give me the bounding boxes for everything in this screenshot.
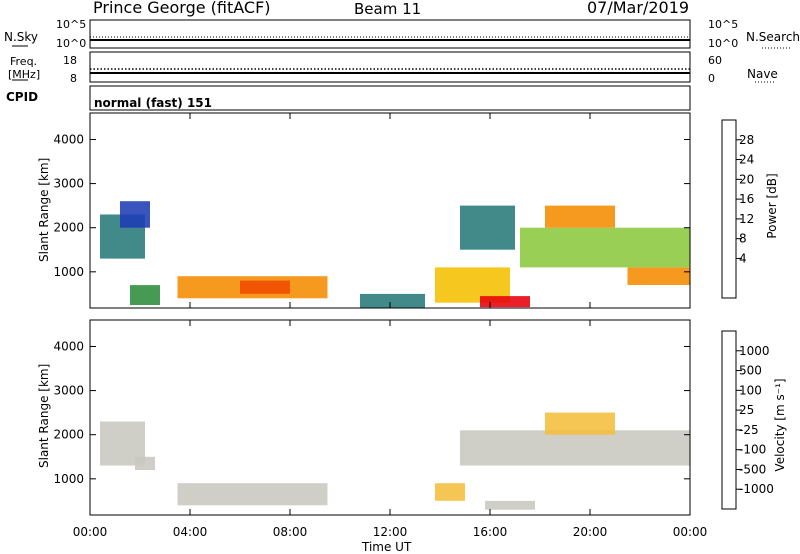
x-tick-label: 12:00 bbox=[373, 525, 408, 539]
velocity-scale-tick-label: -500 bbox=[739, 462, 766, 476]
velocity-scale-tick-label: 1000 bbox=[739, 344, 770, 358]
y-tick-label: 4000 bbox=[53, 339, 84, 353]
freq-unit-label: [MHz] bbox=[8, 68, 41, 81]
noise-tick-high-left: 10^5 bbox=[56, 18, 87, 31]
power-echo-region bbox=[130, 285, 160, 305]
cpid-panel-frame bbox=[89, 85, 691, 111]
velocity-echo-region bbox=[485, 500, 535, 510]
date-title: 07/Mar/2019 bbox=[587, 0, 690, 17]
velocity-scale-tick-label: 500 bbox=[739, 364, 762, 378]
x-tick-label: 04:00 bbox=[173, 525, 208, 539]
x-tick-label: 08:00 bbox=[273, 525, 308, 539]
velocity-scale-tick-label: -1000 bbox=[739, 482, 774, 496]
y-tick-label: 1000 bbox=[53, 265, 84, 279]
velocity-echo-region bbox=[177, 483, 328, 506]
power-echo-region bbox=[545, 205, 615, 228]
x-tick-label: 00:00 bbox=[73, 525, 108, 539]
y-tick-label: 1000 bbox=[53, 472, 84, 486]
noise-tick-low-left: 10^0 bbox=[56, 37, 87, 50]
beam-title: Beam 11 bbox=[354, 0, 422, 18]
power-echo-region bbox=[460, 205, 515, 250]
nave-label: Nave bbox=[747, 67, 778, 81]
velocity-echo-region bbox=[135, 456, 155, 470]
velocity-scale-frame bbox=[721, 330, 737, 510]
power-data bbox=[100, 201, 690, 308]
power-scale-tick-label: 20 bbox=[739, 172, 754, 186]
velocity-scale-tick-label: 100 bbox=[739, 383, 762, 397]
power-echo-region bbox=[360, 293, 425, 308]
velocity-echo-region bbox=[545, 412, 615, 435]
freq-label: Freq. bbox=[10, 55, 38, 68]
velocity-scale-tick-label: -25 bbox=[739, 423, 759, 437]
y-tick-label: 3000 bbox=[53, 384, 84, 398]
axes-ticks: 4000 3000 2000 1000 4000 3000 2000 1000 00:00 04:… bbox=[53, 113, 707, 539]
station-title: Prince George (fitACF) bbox=[93, 0, 271, 17]
y-tick-label: 3000 bbox=[53, 177, 84, 191]
colorbars: 28 24 20 16 12 8 4 1000 500 100 25 -25 -100 -500 -1000 bbox=[721, 119, 774, 510]
power-echo-region bbox=[240, 280, 290, 294]
velocity-echo-region bbox=[460, 430, 690, 466]
noise-panel-frame bbox=[89, 19, 691, 49]
power-echo-region bbox=[520, 227, 690, 268]
velocity-echo-region bbox=[435, 483, 465, 501]
power-scale-frame bbox=[721, 119, 737, 299]
power-echo-region bbox=[120, 201, 150, 228]
power-scale-tick-label: 24 bbox=[739, 153, 754, 167]
power-scale-tick-label: 8 bbox=[739, 232, 747, 246]
velocity-panel bbox=[89, 319, 691, 516]
freq-panel-frame bbox=[89, 51, 691, 83]
freq-tick-low: 8 bbox=[70, 72, 77, 85]
power-echo-region bbox=[627, 267, 690, 285]
y-tick-label: 2000 bbox=[53, 428, 84, 442]
x-axis-label: Time UT bbox=[362, 540, 412, 554]
freq-tick-high: 18 bbox=[63, 54, 77, 67]
noise-tick-high-right: 10^5 bbox=[708, 18, 739, 31]
power-scale-tick-label: 4 bbox=[739, 251, 747, 265]
power-scale-tick-label: 12 bbox=[739, 212, 754, 226]
cpid-value: normal (fast) 151 bbox=[94, 96, 212, 110]
nsearch-label: N.Search bbox=[746, 30, 800, 44]
noise-tick-low-right: 10^0 bbox=[708, 37, 739, 50]
velocity-scale-tick-label: -100 bbox=[739, 443, 766, 457]
power-scale-tick-label: 28 bbox=[739, 133, 754, 147]
nave-tick-high: 60 bbox=[708, 54, 722, 67]
x-tick-label: 00:00 bbox=[673, 525, 708, 539]
cpid-label: CPID bbox=[6, 90, 39, 104]
velocity-scale-tick-label: 25 bbox=[739, 403, 754, 417]
nave-tick-low: 0 bbox=[708, 72, 715, 85]
y-tick-label: 4000 bbox=[53, 132, 84, 146]
y-tick-label: 2000 bbox=[53, 221, 84, 235]
x-tick-label: 20:00 bbox=[573, 525, 608, 539]
power-panel bbox=[89, 112, 691, 309]
power-echo-region bbox=[480, 296, 530, 308]
nsky-label: N.Sky bbox=[4, 30, 39, 44]
velocity-data bbox=[100, 412, 690, 510]
x-tick-label: 16:00 bbox=[473, 525, 508, 539]
power-scale-tick-label: 16 bbox=[739, 192, 754, 206]
